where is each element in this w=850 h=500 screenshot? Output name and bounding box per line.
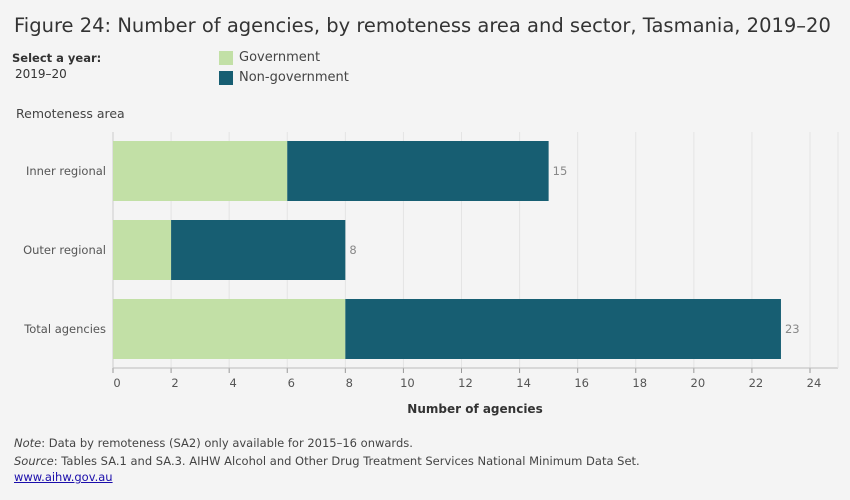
legend-swatch-government — [219, 50, 233, 65]
x-tick-label: 14 — [516, 376, 531, 390]
x-tick-label: 6 — [288, 376, 295, 390]
footnote: Note: Data by remoteness (SA2) only avai… — [14, 436, 413, 450]
total-label: 15 — [553, 164, 568, 178]
category-label: Outer regional — [23, 243, 106, 257]
x-tick-label: 0 — [113, 376, 120, 390]
x-tick-label: 12 — [458, 376, 473, 390]
bar-government — [113, 299, 346, 359]
note-text: : Data by remoteness (SA2) only availabl… — [41, 436, 413, 450]
x-tick-label: 4 — [230, 376, 237, 390]
x-tick-label: 10 — [400, 376, 415, 390]
bar-non-government — [171, 220, 346, 280]
total-label: 23 — [785, 322, 800, 336]
bar-government — [113, 220, 172, 280]
aihw-link[interactable]: www.aihw.gov.au — [14, 470, 113, 484]
x-tick-label: 24 — [807, 376, 822, 390]
x-tick-label: 20 — [691, 376, 706, 390]
source-note: Source: Tables SA.1 and SA.3. AIHW Alcoh… — [14, 454, 640, 468]
category-label: Total agencies — [23, 322, 106, 336]
bar-government — [113, 141, 288, 201]
total-label: 8 — [349, 243, 356, 257]
source-label: Source — [14, 454, 54, 468]
x-axis-title: Number of agencies — [407, 402, 542, 416]
y-axis-title: Remoteness area — [16, 106, 125, 121]
x-tick-label: 18 — [632, 376, 647, 390]
legend-label: Non-government — [239, 70, 349, 85]
category-label: Inner regional — [26, 164, 106, 178]
legend-swatch-non-government — [219, 70, 233, 85]
x-tick-label: 8 — [346, 376, 353, 390]
bar-non-government — [287, 141, 549, 201]
chart-title: Figure 24: Number of agencies, by remote… — [14, 14, 831, 37]
x-tick-label: 16 — [574, 376, 589, 390]
legend-label: Government — [239, 50, 321, 65]
source-text: : Tables SA.1 and SA.3. AIHW Alcohol and… — [53, 454, 640, 468]
legend-item-non-government[interactable]: Non-government — [219, 70, 349, 85]
year-selector[interactable]: 2019–20 — [15, 67, 67, 81]
bar-non-government — [345, 299, 781, 359]
legend-item-government[interactable]: Government — [219, 50, 320, 65]
x-tick-label: 22 — [749, 376, 764, 390]
x-tick-label: 2 — [171, 376, 178, 390]
note-label: Note — [14, 436, 42, 450]
year-selector-label: Select a year: — [12, 51, 102, 65]
